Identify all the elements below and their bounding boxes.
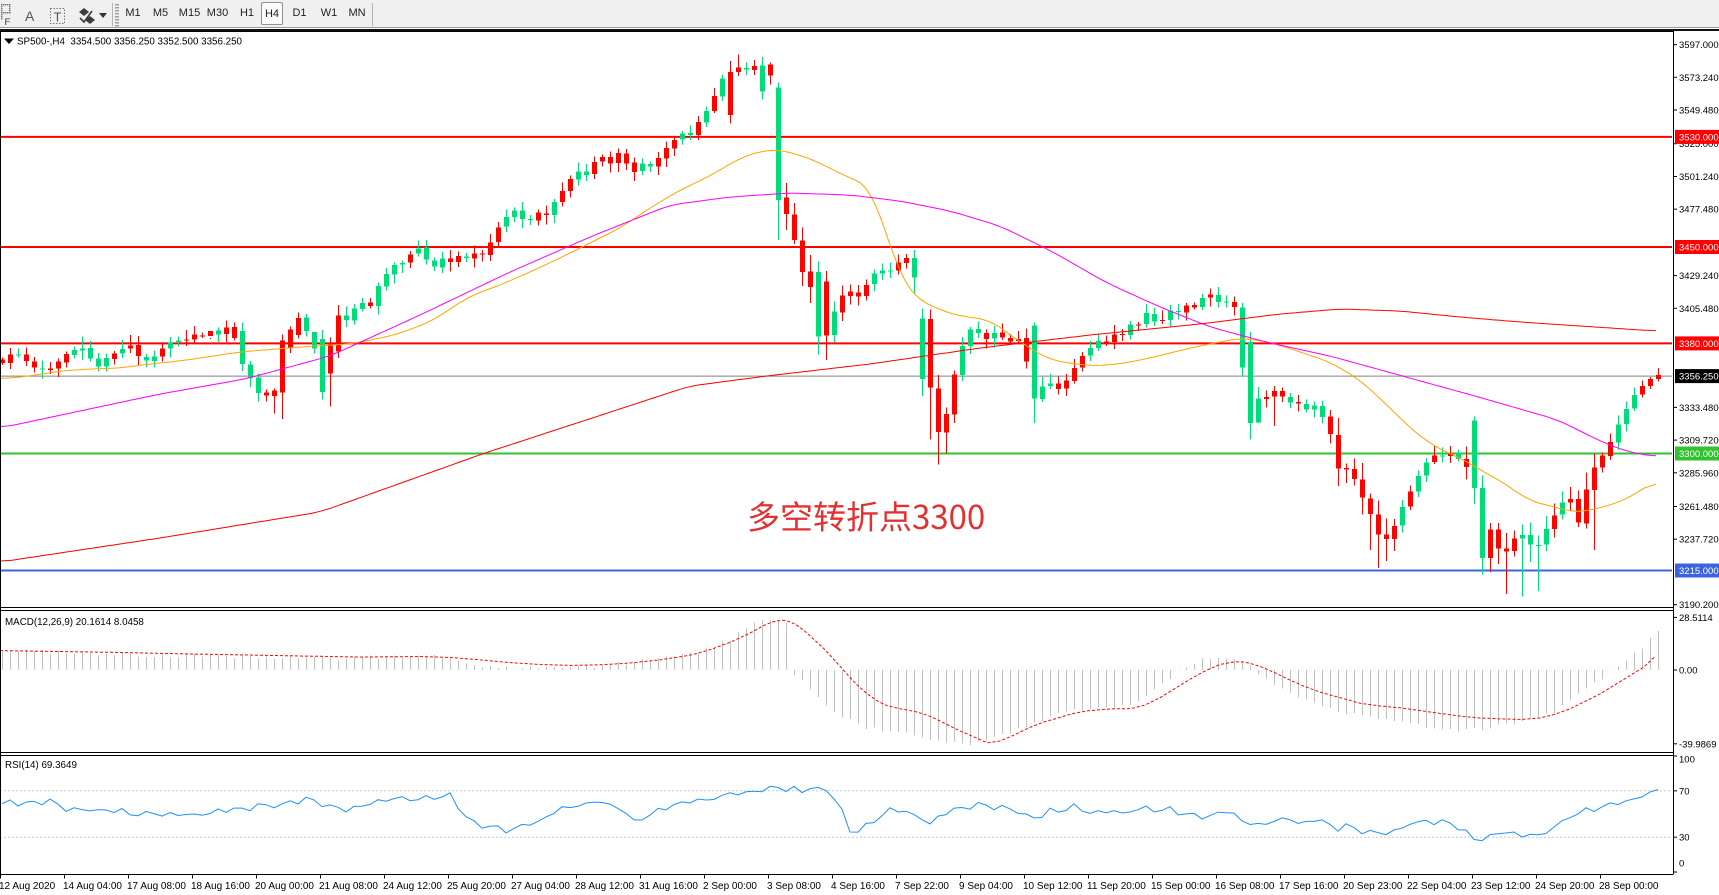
svg-text:27 Aug 04:00: 27 Aug 04:00 [511, 881, 570, 892]
svg-text:SP500-,H4 3354.500 3356.250 3: SP500-,H4 3354.500 3356.250 3352.500 335… [17, 37, 243, 48]
svg-text:3237.720: 3237.720 [1679, 535, 1719, 546]
svg-text:F: F [5, 17, 11, 28]
svg-text:3525.000: 3525.000 [1679, 139, 1719, 150]
svg-text:3477.480: 3477.480 [1679, 205, 1719, 216]
svg-text:30: 30 [1679, 833, 1690, 844]
svg-text:3429.240: 3429.240 [1679, 271, 1719, 282]
svg-text:31 Aug 16:00: 31 Aug 16:00 [639, 881, 698, 892]
svg-text:10 Sep 12:00: 10 Sep 12:00 [1023, 881, 1083, 892]
svg-text:3450.000: 3450.000 [1679, 243, 1719, 254]
svg-text:100: 100 [1679, 755, 1695, 766]
svg-text:18 Aug 16:00: 18 Aug 16:00 [191, 881, 250, 892]
svg-text:28.5114: 28.5114 [1679, 613, 1713, 624]
svg-text:11 Sep 20:00: 11 Sep 20:00 [1087, 881, 1146, 892]
svg-text:14 Aug 04:00: 14 Aug 04:00 [63, 881, 122, 892]
svg-text:3405.480: 3405.480 [1679, 304, 1719, 315]
svg-text:22 Sep 04:00: 22 Sep 04:00 [1407, 881, 1467, 892]
svg-text:T: T [54, 10, 62, 25]
svg-text:16 Sep 08:00: 16 Sep 08:00 [1215, 881, 1275, 892]
svg-text:3261.480: 3261.480 [1679, 502, 1719, 513]
svg-text:RSI(14) 69.3649: RSI(14) 69.3649 [5, 760, 77, 771]
svg-text:24 Sep 20:00: 24 Sep 20:00 [1535, 881, 1595, 892]
svg-text:70: 70 [1679, 786, 1690, 797]
svg-text:3380.000: 3380.000 [1679, 339, 1719, 350]
svg-text:3501.240: 3501.240 [1679, 172, 1719, 183]
svg-text:0: 0 [1679, 859, 1684, 870]
svg-text:4 Sep 16:00: 4 Sep 16:00 [831, 881, 885, 892]
svg-text:25 Aug 20:00: 25 Aug 20:00 [447, 881, 506, 892]
svg-text:23 Sep 12:00: 23 Sep 12:00 [1471, 881, 1531, 892]
svg-text:28 Sep 00:00: 28 Sep 00:00 [1599, 881, 1659, 892]
svg-text:24 Aug 12:00: 24 Aug 12:00 [383, 881, 442, 892]
svg-text:21 Aug 08:00: 21 Aug 08:00 [319, 881, 378, 892]
svg-text:7 Sep 22:00: 7 Sep 22:00 [895, 881, 949, 892]
svg-text:20 Sep 23:00: 20 Sep 23:00 [1343, 881, 1403, 892]
svg-text:3333.480: 3333.480 [1679, 403, 1719, 414]
svg-text:3 Sep 08:00: 3 Sep 08:00 [767, 881, 821, 892]
svg-text:3549.480: 3549.480 [1679, 106, 1719, 117]
svg-text:3190.200: 3190.200 [1679, 600, 1719, 611]
svg-text:3530.000: 3530.000 [1679, 132, 1719, 143]
svg-text:28 Aug 12:00: 28 Aug 12:00 [575, 881, 634, 892]
svg-text:17 Aug 08:00: 17 Aug 08:00 [127, 881, 186, 892]
svg-text:-39.9869: -39.9869 [1679, 739, 1717, 750]
svg-text:MACD(12,26,9) 20.1614 8.0458: MACD(12,26,9) 20.1614 8.0458 [5, 617, 144, 628]
svg-text:20 Aug 00:00: 20 Aug 00:00 [255, 881, 314, 892]
svg-text:9 Sep 04:00: 9 Sep 04:00 [959, 881, 1013, 892]
svg-text:A: A [25, 8, 35, 24]
svg-text:3356.250: 3356.250 [1679, 372, 1719, 383]
svg-text:3285.960: 3285.960 [1679, 468, 1719, 479]
svg-text:17 Sep 16:00: 17 Sep 16:00 [1279, 881, 1339, 892]
svg-text:3215.000: 3215.000 [1679, 566, 1719, 577]
svg-text:2 Sep 00:00: 2 Sep 00:00 [703, 881, 757, 892]
svg-text:0.00: 0.00 [1679, 666, 1698, 677]
svg-text:3573.240: 3573.240 [1679, 73, 1719, 84]
svg-text:15 Sep 00:00: 15 Sep 00:00 [1151, 881, 1211, 892]
svg-text:3309.720: 3309.720 [1679, 436, 1719, 447]
svg-text:3597.000: 3597.000 [1679, 40, 1719, 51]
svg-text:12 Aug 2020: 12 Aug 2020 [0, 881, 56, 892]
svg-text:3300.000: 3300.000 [1679, 449, 1719, 460]
